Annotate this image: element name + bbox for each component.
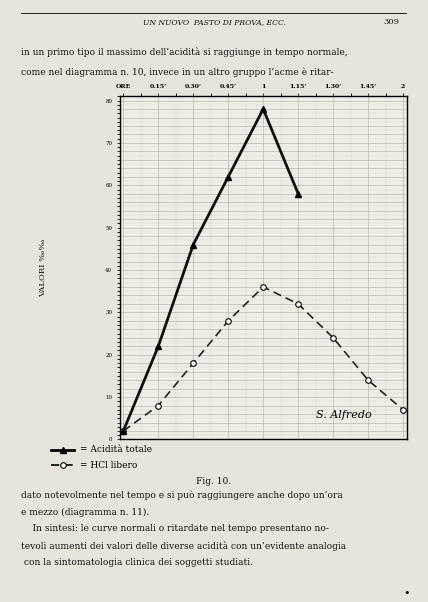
Text: = HCl libero: = HCl libero — [80, 461, 138, 470]
Text: con la sintomatologia clinica dei soggetti studiati.: con la sintomatologia clinica dei sogget… — [21, 558, 253, 567]
Text: = Acidità totale: = Acidità totale — [80, 445, 152, 455]
Text: tevoli aumenti dei valori delle diverse acidità con un’evidente analogia: tevoli aumenti dei valori delle diverse … — [21, 541, 347, 551]
Text: in un primo tipo il massimo dell’acidità si raggiunge in tempo normale,: in un primo tipo il massimo dell’acidità… — [21, 46, 348, 57]
Text: VALORI ‰‰: VALORI ‰‰ — [39, 238, 47, 297]
Text: Fig. 10.: Fig. 10. — [196, 477, 232, 486]
Text: 309: 309 — [383, 18, 399, 26]
Text: In sintesi: le curve normali o ritardate nel tempo presentano no-: In sintesi: le curve normali o ritardate… — [21, 524, 329, 533]
Text: come nel diagramma n. 10, invece in un altro gruppo l’acme è ritar-: come nel diagramma n. 10, invece in un a… — [21, 68, 334, 77]
Text: UN NUOVO  PASTO DI PROVA, ECC.: UN NUOVO PASTO DI PROVA, ECC. — [143, 18, 285, 26]
Text: •: • — [403, 588, 410, 598]
Text: e mezzo (diagramma n. 11).: e mezzo (diagramma n. 11). — [21, 507, 150, 517]
Text: dato notevolmente nel tempo e si può raggiungere anche dopo un’ora: dato notevolmente nel tempo e si può rag… — [21, 491, 343, 500]
Text: S. Alfredo: S. Alfredo — [316, 411, 372, 420]
